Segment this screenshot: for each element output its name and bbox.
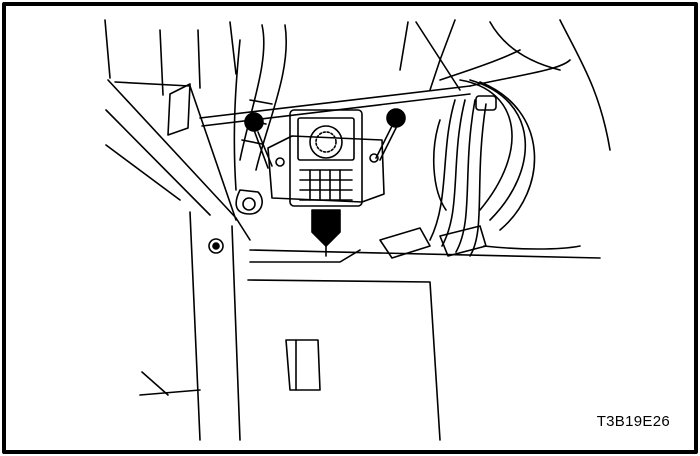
- pillar-trim-panel: [105, 79, 251, 441]
- lower-body-panel: [247, 249, 601, 441]
- upper-bracket: [159, 29, 201, 136]
- figure-id-label: T3B19E26: [596, 413, 670, 430]
- mounting-screw-right: [375, 108, 406, 161]
- control-module: [289, 109, 363, 207]
- module-connector: [311, 209, 341, 257]
- pillar-clip: [208, 238, 224, 254]
- module-bracket: [267, 135, 385, 203]
- wiring-harness-right: [429, 19, 536, 257]
- roof-structure: [104, 19, 611, 151]
- lower-connectors: [379, 225, 581, 259]
